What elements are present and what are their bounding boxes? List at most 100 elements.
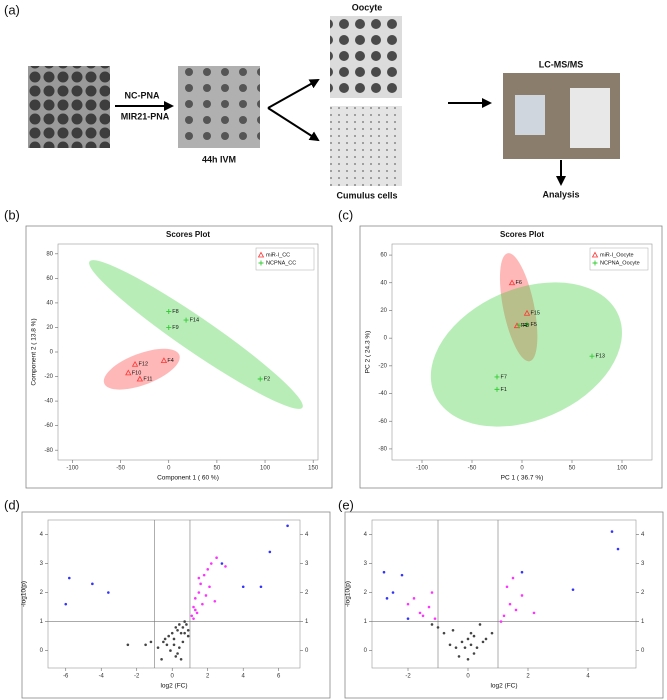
point xyxy=(172,637,176,641)
confidence-ellipse xyxy=(89,260,303,409)
legend-label: NCPNA_Oocyte xyxy=(600,260,640,266)
x-tick-label: 4 xyxy=(242,674,246,680)
image-detail xyxy=(515,95,545,135)
point xyxy=(286,524,289,528)
point xyxy=(131,360,139,367)
point xyxy=(206,568,210,571)
legend-box xyxy=(589,247,649,271)
point xyxy=(185,623,188,626)
y-tick-label: 20 xyxy=(46,325,53,331)
point xyxy=(433,617,437,620)
image-ivm xyxy=(178,66,260,148)
legend-marker xyxy=(591,251,599,258)
point xyxy=(490,631,494,635)
y-tick-label: 3 xyxy=(40,561,44,567)
point xyxy=(125,369,132,376)
point xyxy=(469,631,473,635)
x-tick-label: -100 xyxy=(66,466,79,472)
point xyxy=(508,279,516,286)
panel-label: (e) xyxy=(338,497,354,512)
point-label: F2 xyxy=(264,376,270,382)
point xyxy=(178,623,181,626)
point xyxy=(208,585,211,589)
point xyxy=(169,649,172,652)
point xyxy=(162,640,165,644)
panel-label: (d) xyxy=(4,497,20,512)
image-oocyte xyxy=(330,16,402,98)
point xyxy=(502,614,506,618)
image-detail xyxy=(570,88,610,148)
point xyxy=(472,652,476,655)
point xyxy=(475,646,479,649)
point xyxy=(532,611,536,615)
confidence-ellipse xyxy=(103,348,180,390)
point xyxy=(183,631,186,635)
point xyxy=(172,643,176,647)
point xyxy=(418,611,422,615)
point xyxy=(193,608,197,612)
point xyxy=(192,605,195,609)
point xyxy=(176,652,179,655)
x-tick-label: 0 xyxy=(167,466,171,472)
x-axis-title: log2 (FC) xyxy=(160,683,187,690)
point xyxy=(505,585,509,589)
point xyxy=(166,309,172,314)
point xyxy=(406,617,410,620)
point xyxy=(427,605,431,609)
point xyxy=(204,594,208,597)
y-tick-label: -20 xyxy=(378,363,387,369)
y-tick-label: 0 xyxy=(364,648,368,654)
point xyxy=(215,556,218,560)
point xyxy=(195,611,199,615)
x-tick-label: 6 xyxy=(277,674,281,680)
point xyxy=(149,640,153,644)
point xyxy=(463,646,467,649)
chart-title: Scores Plot xyxy=(500,230,544,239)
point-label: F4 xyxy=(167,358,173,364)
point xyxy=(589,353,595,359)
point xyxy=(610,530,614,533)
point xyxy=(91,582,94,586)
y-tick-label: 1 xyxy=(364,619,368,625)
treatment: MIR21-PNA xyxy=(121,111,170,121)
point xyxy=(220,562,224,565)
point xyxy=(421,614,425,618)
point xyxy=(241,585,245,589)
arrow xyxy=(267,79,320,109)
legend-label: miR-I_CC xyxy=(266,252,290,258)
y-tick-label: 40 xyxy=(46,300,53,306)
point-label: F8 xyxy=(523,323,529,329)
y-tick-label: 3 xyxy=(364,561,368,567)
point xyxy=(183,317,189,323)
treatment: NC-PNA xyxy=(125,90,160,100)
panel-frame xyxy=(344,511,664,699)
point xyxy=(67,576,71,580)
y-tick-label: 2 xyxy=(364,590,368,596)
point xyxy=(179,657,183,661)
y-axis-title: -log10(p) xyxy=(21,581,28,607)
sample: Cumulus cells xyxy=(336,190,397,200)
point-label: F7 xyxy=(501,374,507,380)
x-tick-label: 150 xyxy=(308,466,319,472)
x-tick-label: -50 xyxy=(116,466,125,472)
point-label: F15 xyxy=(531,311,540,317)
point xyxy=(170,631,174,635)
sample: Oocyte xyxy=(352,2,383,12)
point xyxy=(202,573,206,577)
point xyxy=(460,640,464,644)
panel-label: (c) xyxy=(338,207,353,222)
point xyxy=(64,602,68,606)
point xyxy=(499,620,503,623)
point-label: F5 xyxy=(531,322,537,328)
y-tick-label: 4 xyxy=(305,532,309,538)
point xyxy=(213,599,217,603)
y-tick-label: -40 xyxy=(44,399,53,405)
confidence-ellipse xyxy=(430,282,622,427)
point xyxy=(469,643,473,647)
x-tick-label: -2 xyxy=(134,674,140,680)
legend-marker xyxy=(257,251,265,258)
point xyxy=(201,602,204,606)
y-tick-label: 1 xyxy=(40,619,44,625)
point xyxy=(516,323,522,329)
point xyxy=(144,643,147,647)
